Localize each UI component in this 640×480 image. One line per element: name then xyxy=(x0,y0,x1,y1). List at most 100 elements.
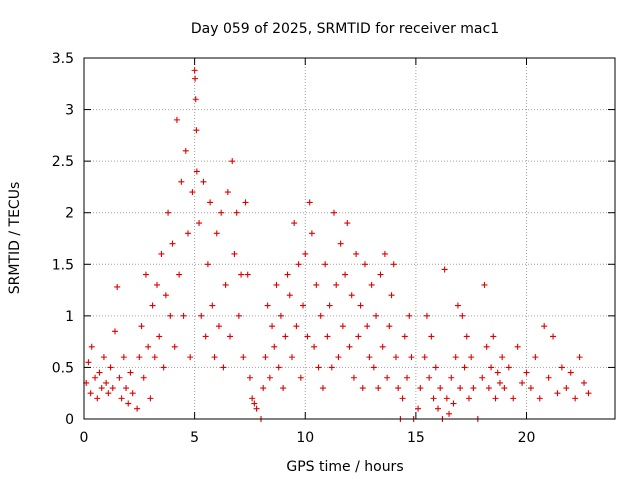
data-point xyxy=(111,328,118,335)
data-point xyxy=(481,281,488,288)
data-point xyxy=(240,354,247,361)
data-point xyxy=(361,261,368,268)
data-point xyxy=(211,354,218,361)
data-point xyxy=(191,67,198,74)
x-axis-label: GPS time / hours xyxy=(286,459,403,475)
data-point xyxy=(324,333,331,340)
data-point xyxy=(184,230,191,237)
data-point xyxy=(134,405,141,412)
data-point xyxy=(105,390,112,397)
data-point xyxy=(430,395,437,402)
data-point xyxy=(448,374,455,381)
data-point xyxy=(85,359,92,366)
data-point xyxy=(404,374,411,381)
data-point xyxy=(295,261,302,268)
data-point xyxy=(88,343,95,350)
data-point xyxy=(426,374,433,381)
data-point xyxy=(388,292,395,299)
data-point xyxy=(423,312,430,319)
data-point xyxy=(563,385,570,392)
data-point xyxy=(527,385,534,392)
data-point xyxy=(386,323,393,330)
y-tick-label: 1 xyxy=(65,309,74,325)
y-tick-label: 2.5 xyxy=(52,154,74,170)
data-point xyxy=(496,379,503,386)
data-point xyxy=(558,364,565,371)
data-point xyxy=(581,379,588,386)
y-axis-label: SRMTID / TECUs xyxy=(7,182,23,295)
data-point xyxy=(151,354,158,361)
data-point xyxy=(437,385,444,392)
data-point xyxy=(395,385,402,392)
data-point xyxy=(406,312,413,319)
data-point xyxy=(532,354,539,361)
data-point xyxy=(227,333,234,340)
data-point xyxy=(545,374,552,381)
data-point xyxy=(328,364,335,371)
data-point xyxy=(158,250,165,257)
data-point xyxy=(87,390,94,397)
data-point xyxy=(269,323,276,330)
data-point xyxy=(350,374,357,381)
data-point xyxy=(242,199,249,206)
data-point xyxy=(192,96,199,103)
data-point xyxy=(353,250,360,257)
data-point xyxy=(335,354,342,361)
data-point xyxy=(189,189,196,196)
data-point xyxy=(373,312,380,319)
data-point xyxy=(510,395,517,402)
data-point xyxy=(370,364,377,371)
data-point xyxy=(428,333,435,340)
data-point xyxy=(145,343,152,350)
data-point xyxy=(171,343,178,350)
data-point xyxy=(249,395,256,402)
data-point xyxy=(220,364,227,371)
x-tick-label: 15 xyxy=(407,430,425,446)
x-tick-label: 10 xyxy=(296,430,314,446)
data-point xyxy=(262,354,269,361)
data-point xyxy=(483,343,490,350)
data-point xyxy=(494,369,501,376)
data-point xyxy=(229,158,236,165)
axis-ticks: 0 5 10 15 20 0 0.5 1 1.5 2 2.5 3 3.5 xyxy=(52,51,615,446)
data-point xyxy=(390,261,397,268)
data-point xyxy=(282,333,289,340)
data-point xyxy=(266,374,273,381)
data-point xyxy=(417,385,424,392)
data-point xyxy=(264,302,271,309)
data-point xyxy=(315,364,322,371)
data-point xyxy=(364,323,371,330)
data-point xyxy=(377,271,384,278)
plot-frame xyxy=(83,57,616,420)
data-point xyxy=(485,385,492,392)
data-point xyxy=(156,333,163,340)
data-point xyxy=(118,395,125,402)
data-point xyxy=(550,333,557,340)
data-point xyxy=(253,405,260,412)
data-point xyxy=(238,271,245,278)
data-point xyxy=(138,323,145,330)
data-point xyxy=(178,178,185,185)
data-point xyxy=(488,364,495,371)
data-point xyxy=(291,220,298,227)
data-point xyxy=(401,333,408,340)
data-point xyxy=(554,390,561,397)
data-point xyxy=(192,75,199,82)
data-point xyxy=(306,199,313,206)
data-point xyxy=(337,240,344,247)
data-point xyxy=(180,312,187,319)
data-point xyxy=(348,292,355,299)
data-point xyxy=(109,385,116,392)
data-point xyxy=(165,209,172,216)
data-point xyxy=(193,168,200,175)
data-point xyxy=(523,369,530,376)
data-point xyxy=(333,281,340,288)
data-point xyxy=(536,395,543,402)
data-point xyxy=(443,395,450,402)
data-point xyxy=(142,271,149,278)
data-point xyxy=(271,343,278,350)
data-point xyxy=(585,390,592,397)
data-point xyxy=(435,405,441,412)
data-point xyxy=(251,400,258,407)
